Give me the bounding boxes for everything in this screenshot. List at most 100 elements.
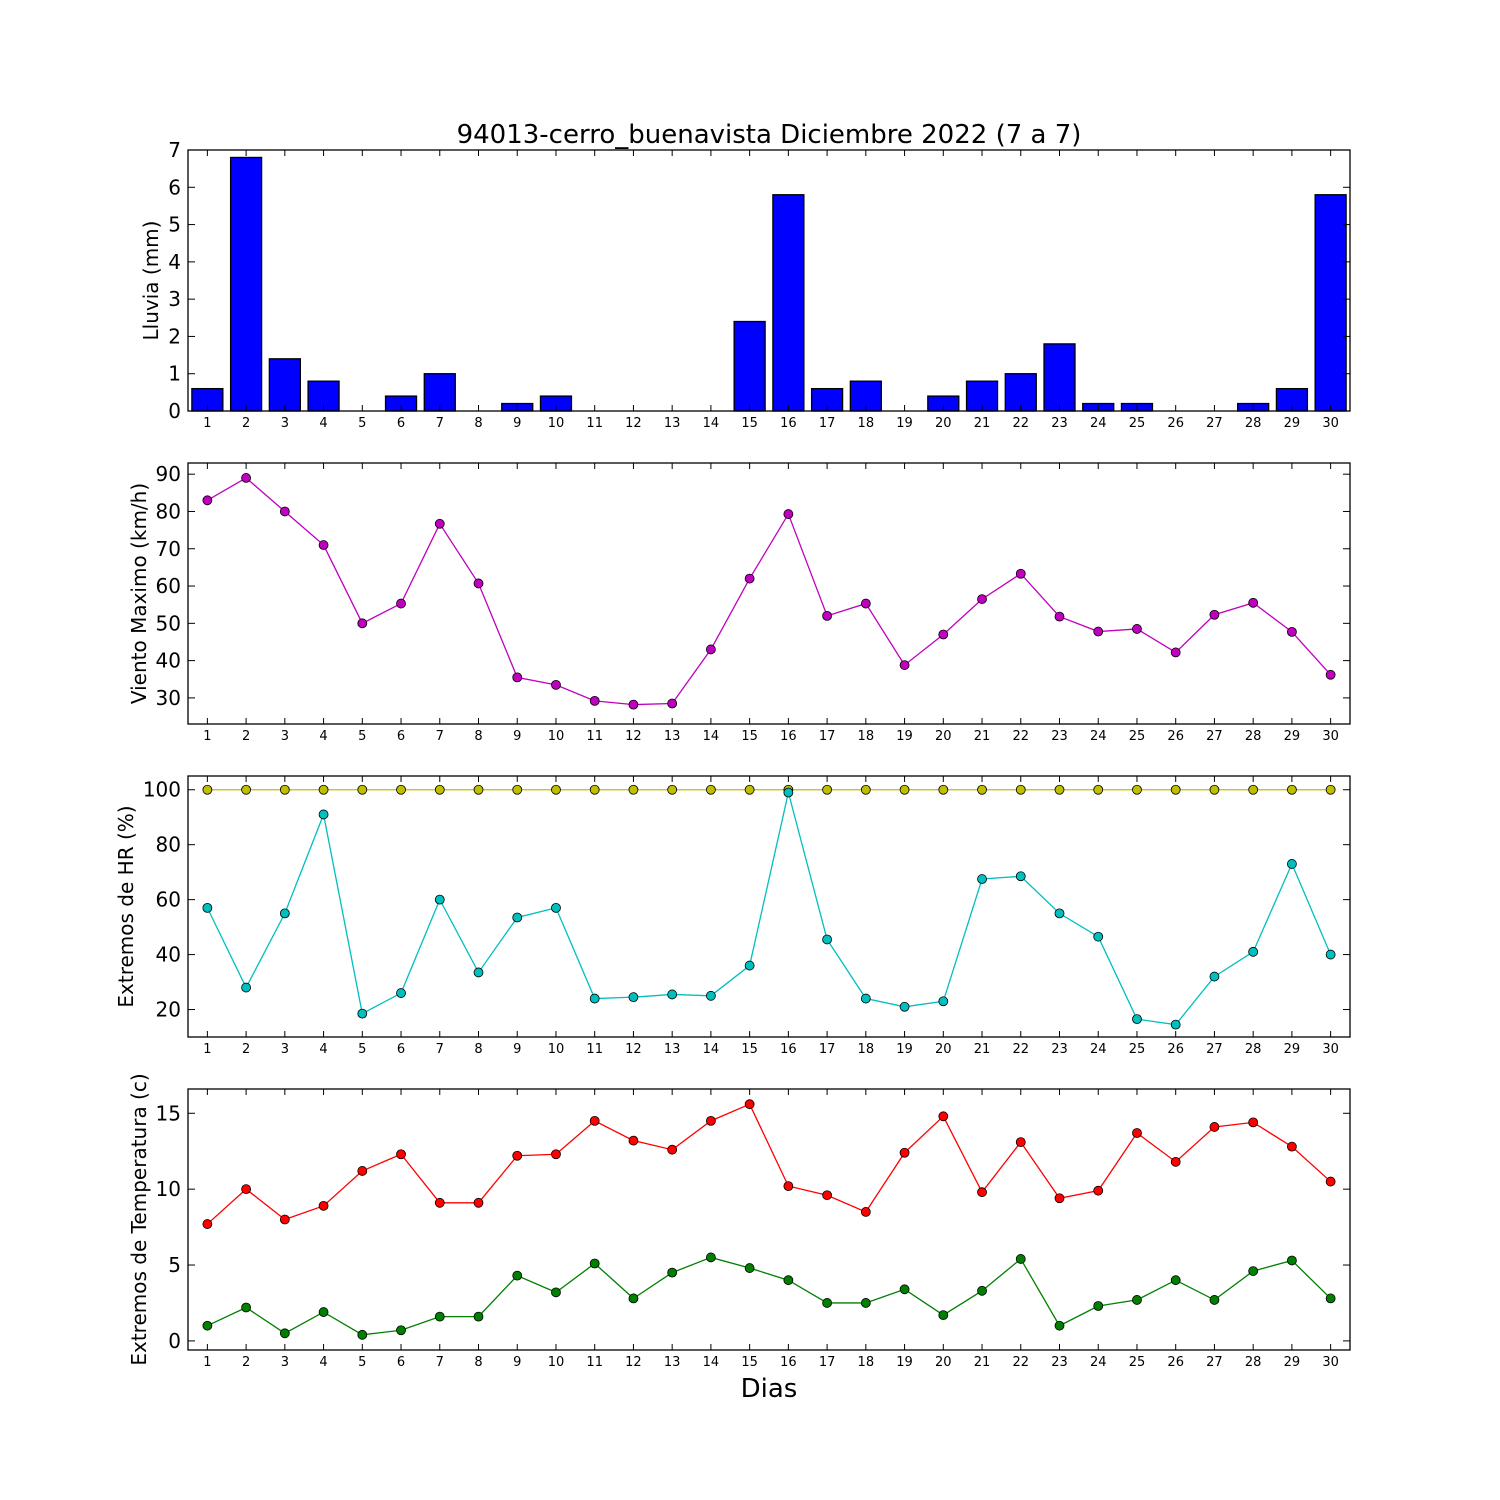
point-day-11 xyxy=(589,1258,600,1269)
point-day-1 xyxy=(202,902,213,913)
x-tick-label: 15 xyxy=(741,729,758,744)
x-tick-label: 29 xyxy=(1284,1355,1301,1370)
x-tick-label: 19 xyxy=(896,729,913,744)
x-tick-label: 25 xyxy=(1129,1355,1146,1370)
point-day-24 xyxy=(1093,626,1104,637)
point-day-9 xyxy=(512,912,523,923)
x-tick-label: 28 xyxy=(1245,416,1262,431)
x-tick-label: 10 xyxy=(548,416,565,431)
x-tick-label: 9 xyxy=(513,729,521,744)
point-day-27 xyxy=(1209,1122,1220,1132)
point-day-22 xyxy=(1015,1254,1026,1264)
x-tick-label: 28 xyxy=(1245,1355,1262,1370)
x-tick-label: 12 xyxy=(625,729,642,744)
point-day-23 xyxy=(1054,908,1065,919)
x-tick-label: 20 xyxy=(935,1355,952,1370)
point-day-6 xyxy=(396,784,406,795)
x-tick-label: 24 xyxy=(1090,1042,1107,1057)
x-tick-label: 16 xyxy=(780,1042,797,1057)
series-line-1 xyxy=(206,792,1332,1026)
x-tick-label: 27 xyxy=(1206,416,1223,431)
point-day-8 xyxy=(473,578,484,589)
chart-title: 94013-cerro_buenavista Diciembre 2022 (7… xyxy=(457,120,1082,150)
x-tick-label: 10 xyxy=(548,1042,565,1057)
point-day-2 xyxy=(241,473,252,483)
x-tick-label: 1 xyxy=(203,416,211,431)
point-day-21 xyxy=(977,784,987,795)
bar-day-22 xyxy=(1004,373,1037,412)
x-tick-label: 2 xyxy=(242,729,250,744)
point-day-6 xyxy=(396,1149,406,1160)
y-axis-label: Extremos de Temperatura (c) xyxy=(127,1073,151,1365)
x-tick-label: 21 xyxy=(974,416,991,431)
point-day-17 xyxy=(822,610,832,621)
point-day-27 xyxy=(1209,1295,1220,1305)
x-tick-label: 2 xyxy=(242,1355,250,1370)
point-day-4 xyxy=(318,809,329,820)
bar-day-16 xyxy=(772,194,805,412)
point-day-27 xyxy=(1209,971,1220,982)
y-tick-label: 0 xyxy=(168,1329,181,1353)
point-day-9 xyxy=(512,784,523,795)
x-tick-label: 5 xyxy=(358,416,366,431)
point-day-18 xyxy=(860,1298,871,1308)
y-tick-label: 60 xyxy=(156,888,181,912)
plot-area xyxy=(188,1089,1350,1350)
point-day-24 xyxy=(1093,1185,1104,1196)
point-day-21 xyxy=(977,1187,987,1198)
y-tick-label: 40 xyxy=(156,943,181,967)
point-day-1 xyxy=(202,1219,213,1229)
plot-frame xyxy=(187,1088,1351,1351)
point-day-26 xyxy=(1170,647,1181,658)
point-day-17 xyxy=(822,1298,832,1308)
x-tick-label: 15 xyxy=(741,416,758,431)
point-day-16 xyxy=(783,1181,794,1192)
x-tick-label: 4 xyxy=(319,1355,327,1370)
point-day-4 xyxy=(318,784,329,795)
x-tick-label: 19 xyxy=(896,416,913,431)
y-axis-label: Lluvia (mm) xyxy=(139,221,163,341)
x-tick-label: 5 xyxy=(358,729,366,744)
point-day-11 xyxy=(589,1115,600,1126)
point-day-1 xyxy=(202,784,213,795)
bar-day-2 xyxy=(229,156,263,412)
x-tick-label: 4 xyxy=(319,729,327,744)
x-tick-label: 27 xyxy=(1206,1355,1223,1370)
x-tick-label: 2 xyxy=(242,1042,250,1057)
x-tick-label: 4 xyxy=(319,416,327,431)
point-day-6 xyxy=(396,988,406,998)
y-tick-label: 5 xyxy=(168,1253,181,1277)
x-tick-label: 23 xyxy=(1051,416,1068,431)
point-day-13 xyxy=(667,1144,678,1155)
point-day-21 xyxy=(977,874,987,884)
point-day-28 xyxy=(1248,1266,1259,1276)
x-tick-label: 25 xyxy=(1129,416,1146,431)
x-tick-label: 18 xyxy=(858,416,875,431)
point-day-22 xyxy=(1015,568,1026,579)
x-tick-label: 5 xyxy=(358,1042,366,1057)
x-tick-label: 3 xyxy=(281,416,289,431)
point-day-3 xyxy=(279,784,290,795)
point-day-22 xyxy=(1015,871,1026,882)
point-day-15 xyxy=(744,784,755,795)
point-day-9 xyxy=(512,1270,523,1281)
y-tick-label: 40 xyxy=(156,649,181,673)
x-tick-label: 20 xyxy=(935,1042,952,1057)
plot-area xyxy=(188,150,1350,411)
x-tick-label: 8 xyxy=(474,416,482,431)
x-tick-label: 16 xyxy=(780,1355,797,1370)
x-tick-label: 1 xyxy=(203,1355,211,1370)
point-day-20 xyxy=(938,1111,949,1122)
bar-day-15 xyxy=(733,320,766,412)
point-day-5 xyxy=(357,1329,368,1340)
point-day-26 xyxy=(1170,1019,1181,1030)
x-tick-label: 28 xyxy=(1245,729,1262,744)
x-tick-label: 22 xyxy=(1012,729,1029,744)
y-tick-label: 20 xyxy=(156,998,181,1022)
point-day-29 xyxy=(1287,1255,1297,1266)
x-tick-label: 26 xyxy=(1167,1355,1184,1370)
x-tick-label: 22 xyxy=(1012,416,1029,431)
point-day-12 xyxy=(628,699,639,710)
point-day-8 xyxy=(473,1197,484,1208)
